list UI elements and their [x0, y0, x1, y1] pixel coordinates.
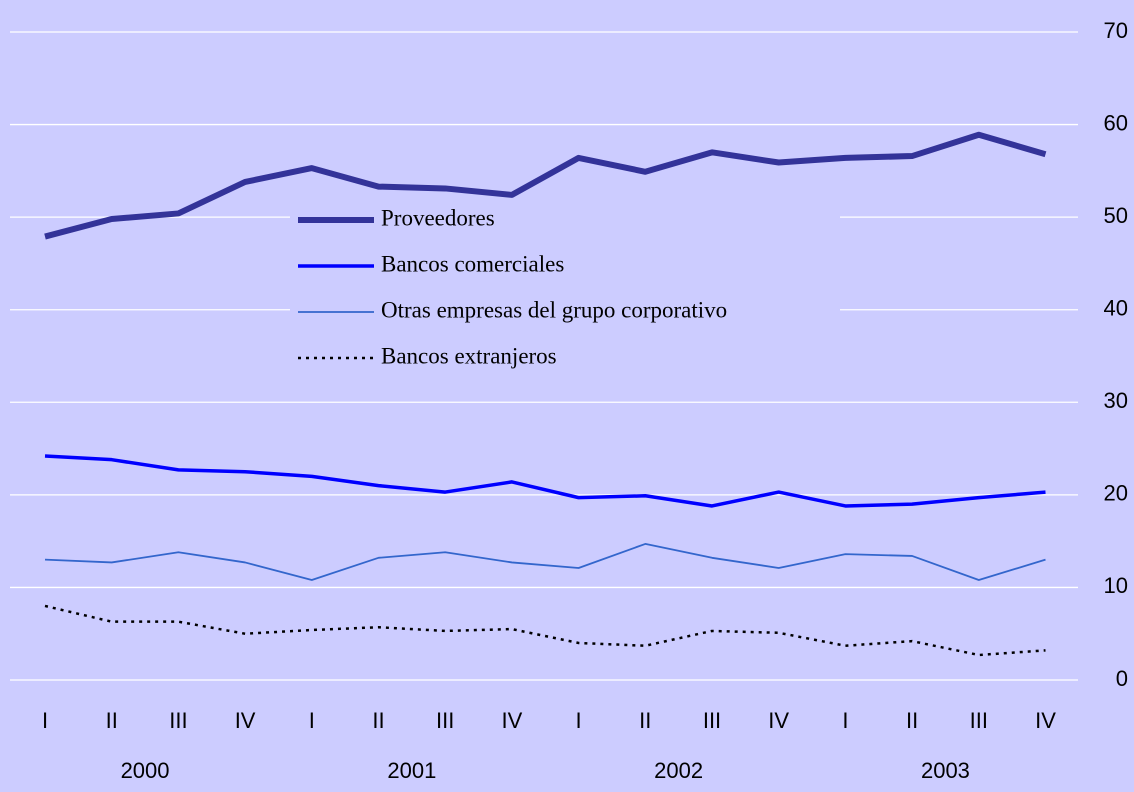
- x-tick-label: III: [169, 708, 187, 733]
- y-tick-label: 50: [1104, 203, 1128, 228]
- x-tick-label: III: [436, 708, 454, 733]
- x-tick-label: III: [703, 708, 721, 733]
- legend-label: Otras empresas del grupo corporativo: [381, 297, 727, 322]
- y-tick-label: 30: [1104, 388, 1128, 413]
- legend-label: Bancos extranjeros: [381, 343, 557, 368]
- legend-box: [290, 198, 840, 380]
- x-tick-label: IV: [235, 708, 256, 733]
- x-tick-label: III: [970, 708, 988, 733]
- y-tick-label: 60: [1104, 110, 1128, 135]
- year-label: 2003: [921, 758, 970, 783]
- year-label: 2002: [654, 758, 703, 783]
- x-tick-label: II: [372, 708, 384, 733]
- x-tick-label: IV: [768, 708, 789, 733]
- y-tick-label: 10: [1104, 573, 1128, 598]
- year-label: 2001: [387, 758, 436, 783]
- year-label: 2000: [121, 758, 170, 783]
- series-line: [44, 131, 1047, 240]
- x-tick-label: IV: [502, 708, 523, 733]
- y-tick-label: 40: [1104, 296, 1128, 321]
- legend-label: Proveedores: [381, 205, 495, 230]
- x-tick-label: II: [906, 708, 918, 733]
- x-tick-label: I: [576, 708, 582, 733]
- series-line: [44, 604, 1046, 657]
- x-tick-label: IV: [1035, 708, 1056, 733]
- series-line: [44, 454, 1046, 508]
- y-tick-label: 20: [1104, 481, 1128, 506]
- legend-label: Bancos comerciales: [381, 251, 564, 276]
- x-tick-label: I: [42, 708, 48, 733]
- x-tick-label: I: [309, 708, 315, 733]
- y-tick-label: 0: [1116, 666, 1128, 691]
- series-line: [44, 543, 1046, 581]
- y-tick-label: 70: [1104, 18, 1128, 43]
- x-tick-label: II: [106, 708, 118, 733]
- x-tick-label: II: [639, 708, 651, 733]
- x-tick-label: I: [842, 708, 848, 733]
